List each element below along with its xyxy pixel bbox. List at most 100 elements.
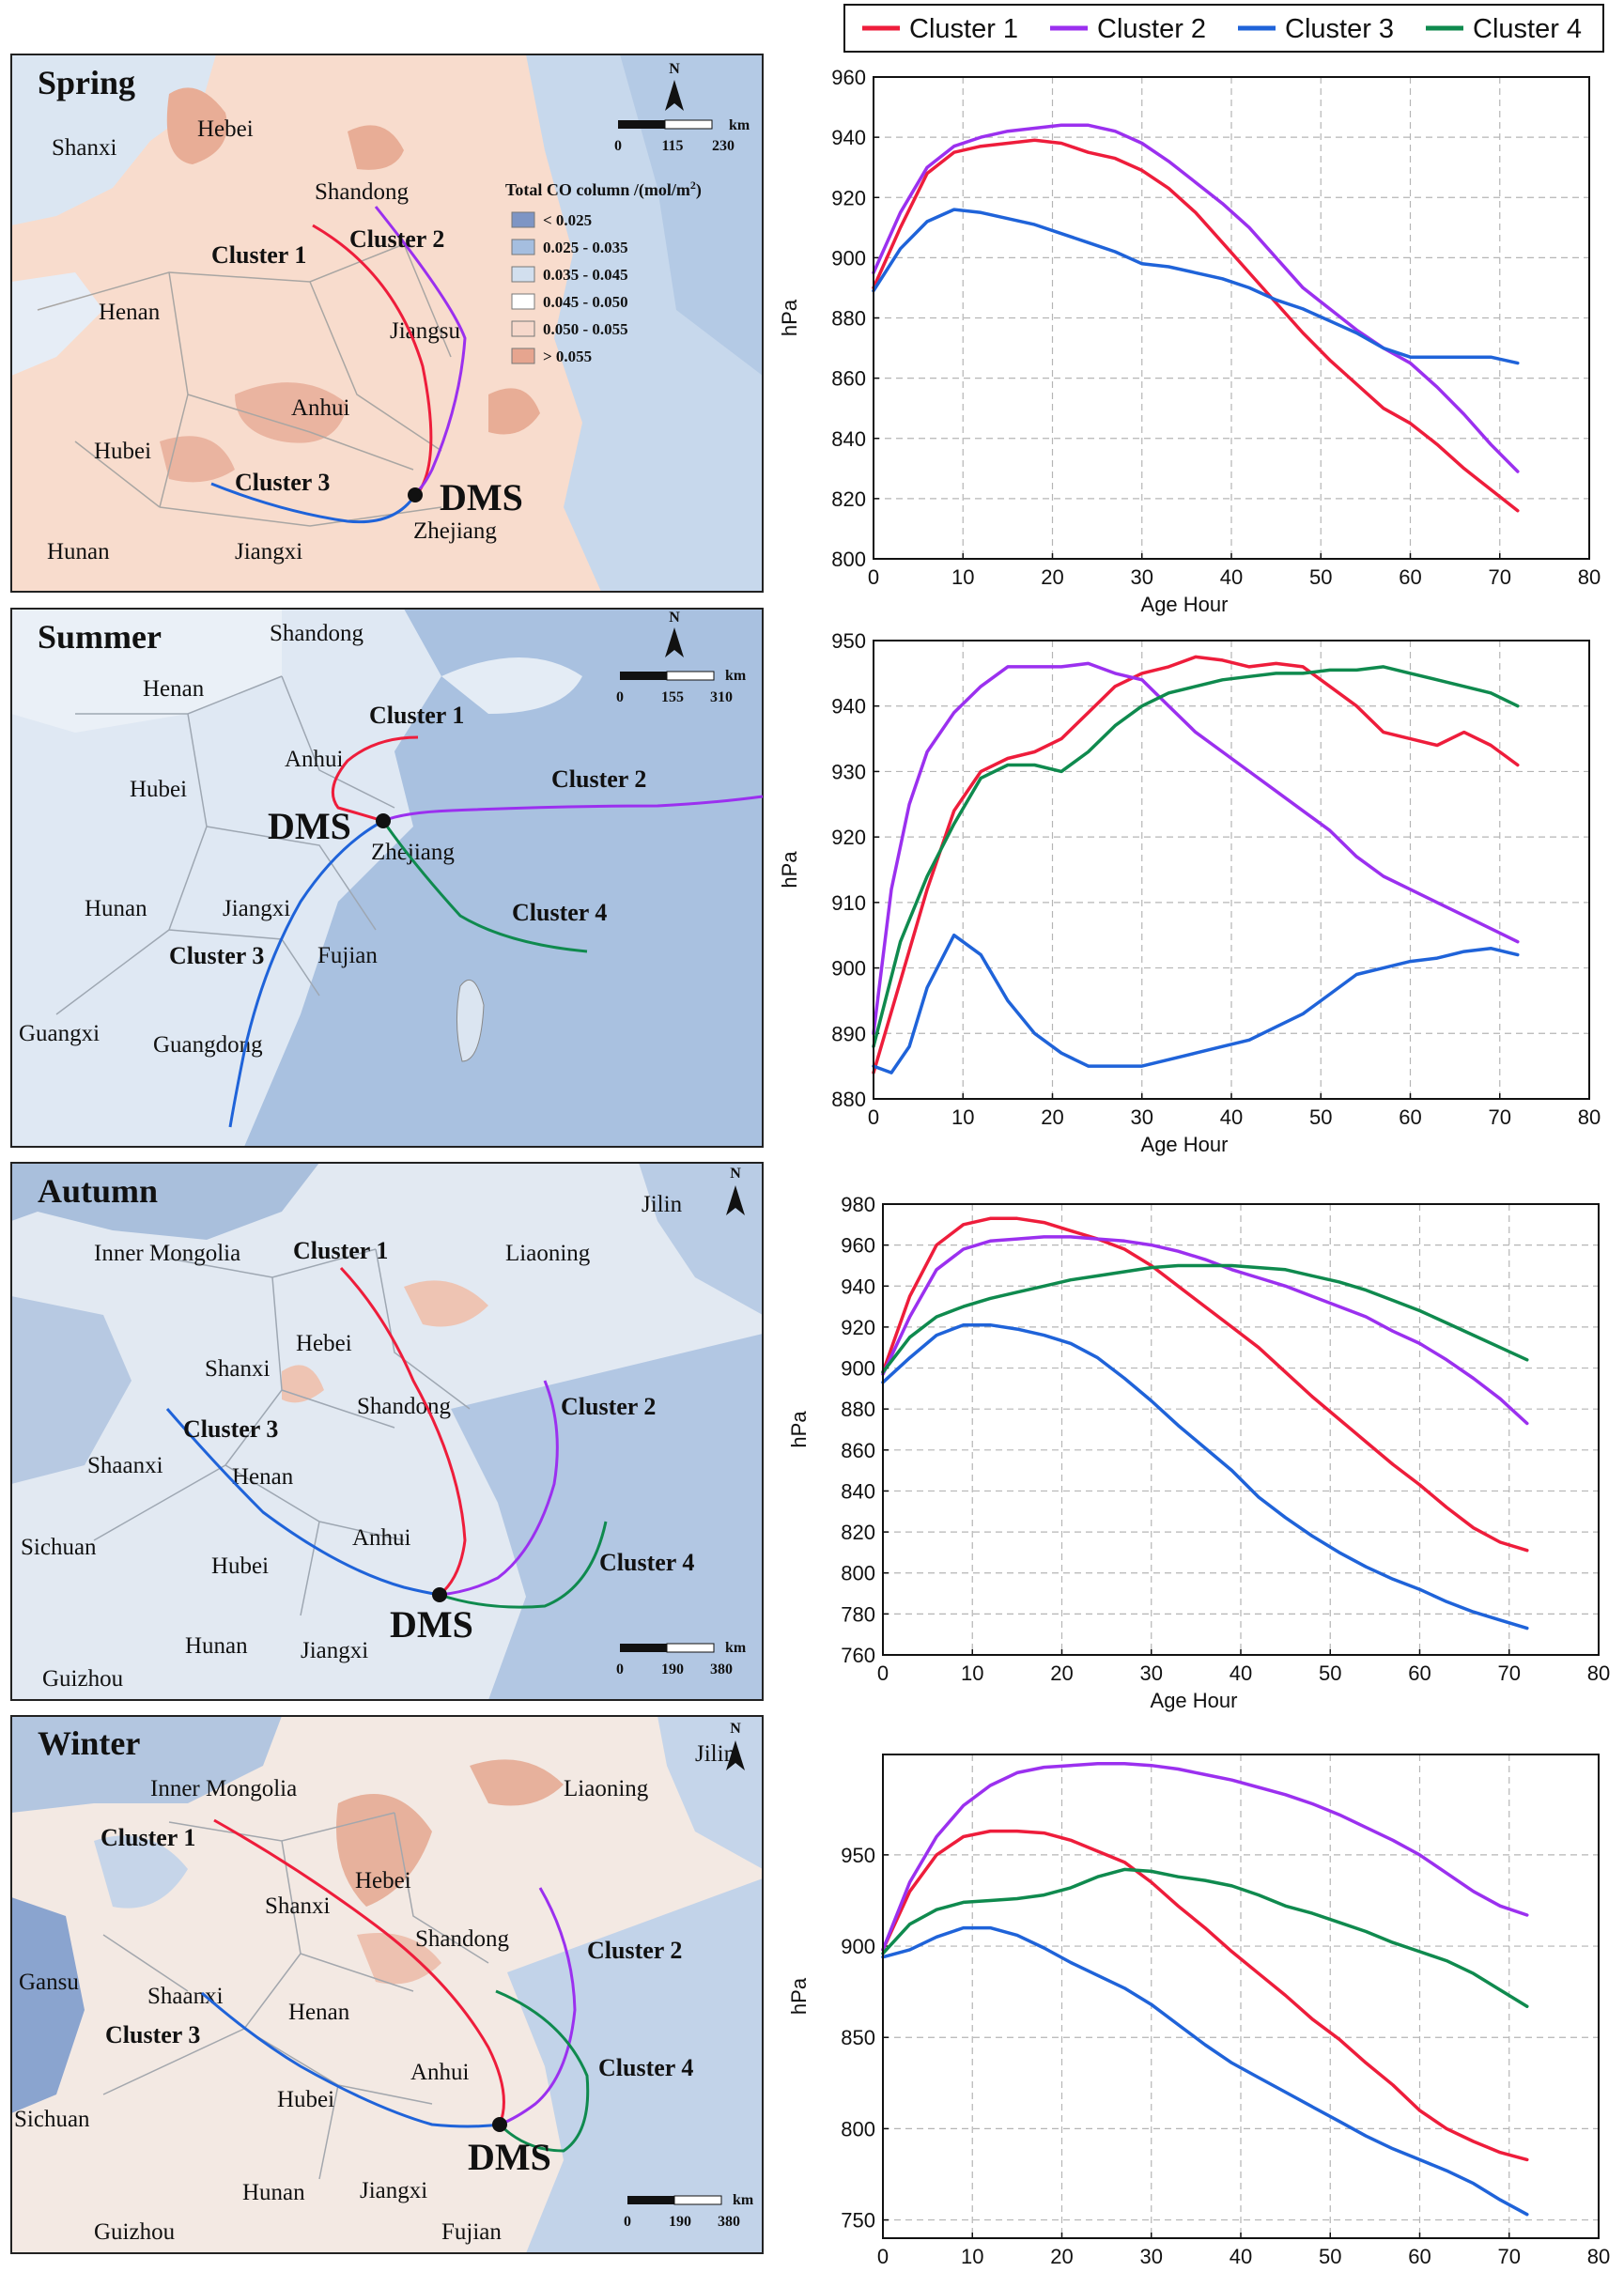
province-label: Shaanxi <box>87 1453 163 1478</box>
legend-label-cluster-2: Cluster 2 <box>1097 14 1206 44</box>
co-class-label: 0.045 - 0.050 <box>543 293 628 311</box>
map-low-region <box>11 1897 85 2113</box>
season-title: Autumn <box>38 1172 158 1210</box>
season-title: Summer <box>38 618 162 656</box>
trajectory-cluster-3 <box>228 819 384 1128</box>
province-label: Jiangsu <box>390 318 461 344</box>
y-axis-label: hPa <box>778 299 801 336</box>
series-line-cluster-4 <box>872 665 1520 1048</box>
x-tick-label: 0 <box>877 2245 889 2268</box>
scale-tick: 0 <box>624 2214 631 2230</box>
map-summer: Summer Shandong Henan Anhui Hubei Zhejia… <box>10 608 764 1148</box>
y-tick-label: 820 <box>831 487 866 511</box>
chart-summer: 0 10 20 30 40 50 60 70 80 880 890 900 910 920 930 940 95… <box>778 629 1601 1156</box>
province-label: Guangxi <box>19 1021 100 1046</box>
series-line-cluster-2 <box>872 123 1520 473</box>
y-tick-label: 860 <box>841 1439 875 1462</box>
province-label: Hunan <box>185 1633 248 1659</box>
province-label: Henan <box>143 676 205 702</box>
map-land <box>11 609 282 733</box>
x-tick-label: 50 <box>1309 1105 1332 1129</box>
map-high-co <box>488 388 540 435</box>
plot-frame <box>882 1754 1600 2239</box>
series-line-cluster-3 <box>881 1925 1529 2217</box>
north-label: N <box>730 1166 741 1182</box>
trajectory-cluster-4 <box>495 1989 590 2153</box>
province-label: Jiangxi <box>223 896 290 921</box>
co-class-label: < 0.025 <box>543 211 592 229</box>
trajectory-cluster-4 <box>381 820 588 953</box>
y-tick-label: 800 <box>831 548 866 571</box>
x-tick-label: 50 <box>1319 2245 1341 2268</box>
trajectory-cluster-1 <box>331 735 419 823</box>
province-label: Sichuan <box>21 1535 97 1560</box>
y-tick-label: 900 <box>841 1357 875 1381</box>
x-tick-label: 40 <box>1220 565 1243 589</box>
cluster-label-3: Cluster 3 <box>183 1415 278 1443</box>
y-axis-label: hPa <box>787 1977 811 2015</box>
dms-label: DMS <box>268 805 351 847</box>
co-swatch <box>511 211 535 228</box>
province-label: Henan <box>99 300 161 325</box>
trajectory-cluster-1 <box>213 1818 505 2125</box>
map-frame <box>10 1715 764 2254</box>
series-legend: Cluster 1 Cluster 2 Cluster 3 Cluster 4 <box>843 4 1604 53</box>
series-line-cluster-1 <box>872 655 1520 1074</box>
co-legend: Total CO column /(mol/m2) < 0.025 0.025 … <box>505 178 702 365</box>
map-high-co <box>470 1759 564 1806</box>
province-label: Anhui <box>291 395 350 421</box>
y-tick-label: 850 <box>841 2026 875 2049</box>
province-label: Liaoning <box>505 1241 591 1266</box>
co-class-label: 0.050 - 0.055 <box>543 320 628 338</box>
province-label: Hubei <box>211 1553 269 1579</box>
co-swatch <box>511 239 535 255</box>
province-label: Shanxi <box>265 1893 331 1919</box>
map-spring: Spring Shanxi Hebei Shandong Henan Jiang… <box>10 54 764 593</box>
y-tick-label: 940 <box>841 1275 875 1298</box>
province-label: Shandong <box>415 1926 510 1952</box>
province-label: Liaoning <box>564 1776 649 1801</box>
province-label: Jiangxi <box>235 539 302 564</box>
north-label: N <box>669 610 680 626</box>
trajectory-cluster-4 <box>439 1521 608 1609</box>
x-tick-label: 20 <box>1041 565 1063 589</box>
series-line-cluster-1 <box>872 138 1520 513</box>
cluster-label-2: Cluster 2 <box>349 225 444 253</box>
dms-site-marker <box>492 2117 507 2132</box>
x-tick-label: 70 <box>1498 1661 1521 1685</box>
x-axis-label: Age Hour <box>1141 1133 1229 1156</box>
x-tick-label: 30 <box>1131 565 1153 589</box>
y-tick-label: 920 <box>831 826 866 849</box>
y-tick-label: 900 <box>841 1935 875 1958</box>
series-line-cluster-2 <box>872 661 1520 1036</box>
series-line-cluster-2 <box>881 1235 1529 1426</box>
co-swatch <box>511 348 535 364</box>
x-tick-label: 50 <box>1309 565 1332 589</box>
map-sea <box>244 609 763 1147</box>
cluster-label-4: Cluster 4 <box>599 1549 694 1576</box>
map-autumn: Autumn Jilin Inner Mongolia Liaoning Heb… <box>10 1162 764 1701</box>
plot-frame <box>882 1203 1600 1656</box>
province-label: Jiangxi <box>360 2178 427 2203</box>
chart-winter: 01020304050607080750800850900950Age Hour… <box>787 1754 1610 2268</box>
province-label: Fujian <box>441 2219 502 2245</box>
north-arrow: N <box>726 1721 745 1770</box>
province-label: Jiangxi <box>301 1638 368 1663</box>
legend-label-cluster-4: Cluster 4 <box>1473 14 1582 44</box>
scale-tick: 115 <box>661 138 683 154</box>
dms-label: DMS <box>468 2136 551 2178</box>
x-tick-label: 20 <box>1050 2245 1073 2268</box>
trajectory-cluster-3 <box>210 482 417 524</box>
province-label: Gansu <box>19 1970 79 1995</box>
scale-tick: 155 <box>661 689 684 705</box>
province-label: Anhui <box>352 1525 411 1551</box>
cluster-label-1: Cluster 1 <box>369 702 464 729</box>
x-tick-label: 30 <box>1140 2245 1163 2268</box>
x-tick-label: 70 <box>1489 1105 1511 1129</box>
y-tick-label: 950 <box>841 1844 875 1867</box>
co-swatch <box>511 266 535 283</box>
x-axis-label: Age Hour <box>1151 1689 1238 1712</box>
map-winter: Winter Jilin Inner Mongolia Liaoning Heb… <box>10 1715 764 2254</box>
y-tick-label: 950 <box>831 629 866 653</box>
